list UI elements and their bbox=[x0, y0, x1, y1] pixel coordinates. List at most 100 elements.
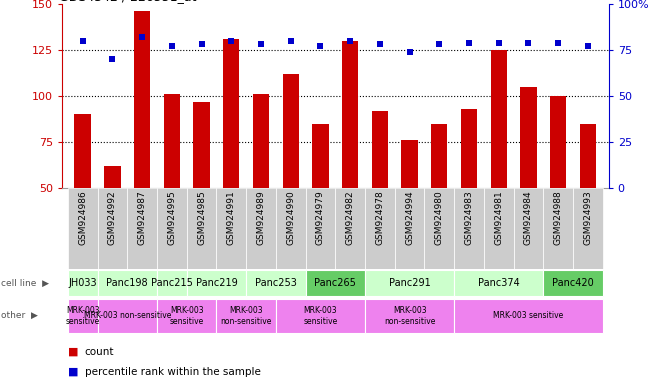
Text: GSM924982: GSM924982 bbox=[346, 190, 355, 245]
Text: Panc215: Panc215 bbox=[151, 278, 193, 288]
Bar bbox=[454, 270, 544, 296]
Text: cell line  ▶: cell line ▶ bbox=[1, 279, 49, 288]
Bar bbox=[424, 188, 454, 269]
Text: ■: ■ bbox=[68, 346, 79, 357]
Point bbox=[137, 34, 147, 40]
Text: GSM924994: GSM924994 bbox=[405, 190, 414, 245]
Text: GSM924980: GSM924980 bbox=[435, 190, 444, 245]
Bar bbox=[573, 188, 603, 269]
Text: GDS4342 / 226551_at: GDS4342 / 226551_at bbox=[59, 0, 197, 3]
Bar bbox=[98, 270, 157, 296]
Text: GSM924987: GSM924987 bbox=[137, 190, 146, 245]
Bar bbox=[246, 188, 276, 269]
Text: GSM924990: GSM924990 bbox=[286, 190, 295, 245]
Text: GSM924979: GSM924979 bbox=[316, 190, 325, 245]
Point bbox=[404, 49, 415, 55]
Text: Panc265: Panc265 bbox=[314, 278, 356, 288]
Bar bbox=[157, 270, 187, 296]
Bar bbox=[193, 101, 210, 280]
Bar bbox=[74, 114, 91, 280]
Bar bbox=[216, 299, 276, 333]
Bar bbox=[454, 299, 603, 333]
Text: JH033: JH033 bbox=[68, 278, 97, 288]
Text: Panc198: Panc198 bbox=[106, 278, 148, 288]
Bar bbox=[216, 188, 246, 269]
Text: GSM924984: GSM924984 bbox=[524, 190, 533, 245]
Bar bbox=[365, 188, 395, 269]
Text: MRK-003
sensitive: MRK-003 sensitive bbox=[169, 306, 204, 326]
Bar bbox=[276, 188, 305, 269]
Bar bbox=[454, 188, 484, 269]
Bar bbox=[68, 188, 98, 269]
Bar bbox=[461, 109, 477, 280]
Bar bbox=[544, 270, 603, 296]
Bar bbox=[335, 188, 365, 269]
Bar bbox=[431, 124, 447, 280]
Bar bbox=[276, 299, 365, 333]
Bar bbox=[134, 11, 150, 280]
Text: Panc253: Panc253 bbox=[255, 278, 297, 288]
Bar bbox=[550, 96, 566, 280]
Bar bbox=[365, 299, 454, 333]
Text: GSM924991: GSM924991 bbox=[227, 190, 236, 245]
Text: MRK-003
non-sensitive: MRK-003 non-sensitive bbox=[221, 306, 272, 326]
Text: Panc291: Panc291 bbox=[389, 278, 430, 288]
Point bbox=[345, 38, 355, 44]
Text: GSM924983: GSM924983 bbox=[465, 190, 473, 245]
Text: GSM924992: GSM924992 bbox=[108, 190, 117, 245]
Text: percentile rank within the sample: percentile rank within the sample bbox=[85, 366, 260, 377]
Bar bbox=[395, 188, 424, 269]
Bar bbox=[163, 94, 180, 280]
Bar bbox=[68, 270, 98, 296]
Point bbox=[583, 43, 593, 49]
Text: MRK-003
sensitive: MRK-003 sensitive bbox=[66, 306, 100, 326]
Text: GSM924995: GSM924995 bbox=[167, 190, 176, 245]
Text: GSM924981: GSM924981 bbox=[494, 190, 503, 245]
Point bbox=[523, 40, 534, 46]
Text: Panc374: Panc374 bbox=[478, 278, 519, 288]
Bar bbox=[98, 188, 127, 269]
Bar bbox=[157, 299, 216, 333]
Bar bbox=[157, 188, 187, 269]
Text: MRK-003 non-sensitive: MRK-003 non-sensitive bbox=[83, 311, 171, 320]
Bar bbox=[223, 39, 240, 280]
Text: Panc219: Panc219 bbox=[195, 278, 237, 288]
Text: GSM924986: GSM924986 bbox=[78, 190, 87, 245]
Bar bbox=[98, 299, 157, 333]
Text: GSM924978: GSM924978 bbox=[376, 190, 384, 245]
Point bbox=[434, 41, 445, 48]
Point bbox=[286, 38, 296, 44]
Bar bbox=[305, 188, 335, 269]
Point bbox=[167, 43, 177, 49]
Bar bbox=[514, 188, 544, 269]
Bar bbox=[305, 270, 365, 296]
Text: GSM924985: GSM924985 bbox=[197, 190, 206, 245]
Text: Panc420: Panc420 bbox=[552, 278, 594, 288]
Point bbox=[493, 40, 504, 46]
Point bbox=[77, 38, 88, 44]
Bar bbox=[342, 41, 358, 280]
Text: other  ▶: other ▶ bbox=[1, 311, 38, 320]
Point bbox=[464, 40, 474, 46]
Text: MRK-003 sensitive: MRK-003 sensitive bbox=[493, 311, 564, 320]
Text: GSM924988: GSM924988 bbox=[553, 190, 562, 245]
Text: ■: ■ bbox=[68, 366, 79, 377]
Bar bbox=[402, 140, 418, 280]
Point bbox=[315, 43, 326, 49]
Bar bbox=[253, 94, 269, 280]
Bar bbox=[579, 124, 596, 280]
Text: count: count bbox=[85, 346, 114, 357]
Bar bbox=[283, 74, 299, 280]
Point bbox=[374, 41, 385, 48]
Bar bbox=[491, 50, 507, 280]
Bar bbox=[127, 188, 157, 269]
Bar bbox=[187, 188, 216, 269]
Text: GSM924993: GSM924993 bbox=[583, 190, 592, 245]
Bar bbox=[372, 111, 388, 280]
Text: MRK-003
sensitive: MRK-003 sensitive bbox=[303, 306, 337, 326]
Bar bbox=[312, 124, 329, 280]
Point bbox=[553, 40, 563, 46]
Bar bbox=[520, 87, 536, 280]
Bar bbox=[365, 270, 454, 296]
Bar bbox=[484, 188, 514, 269]
